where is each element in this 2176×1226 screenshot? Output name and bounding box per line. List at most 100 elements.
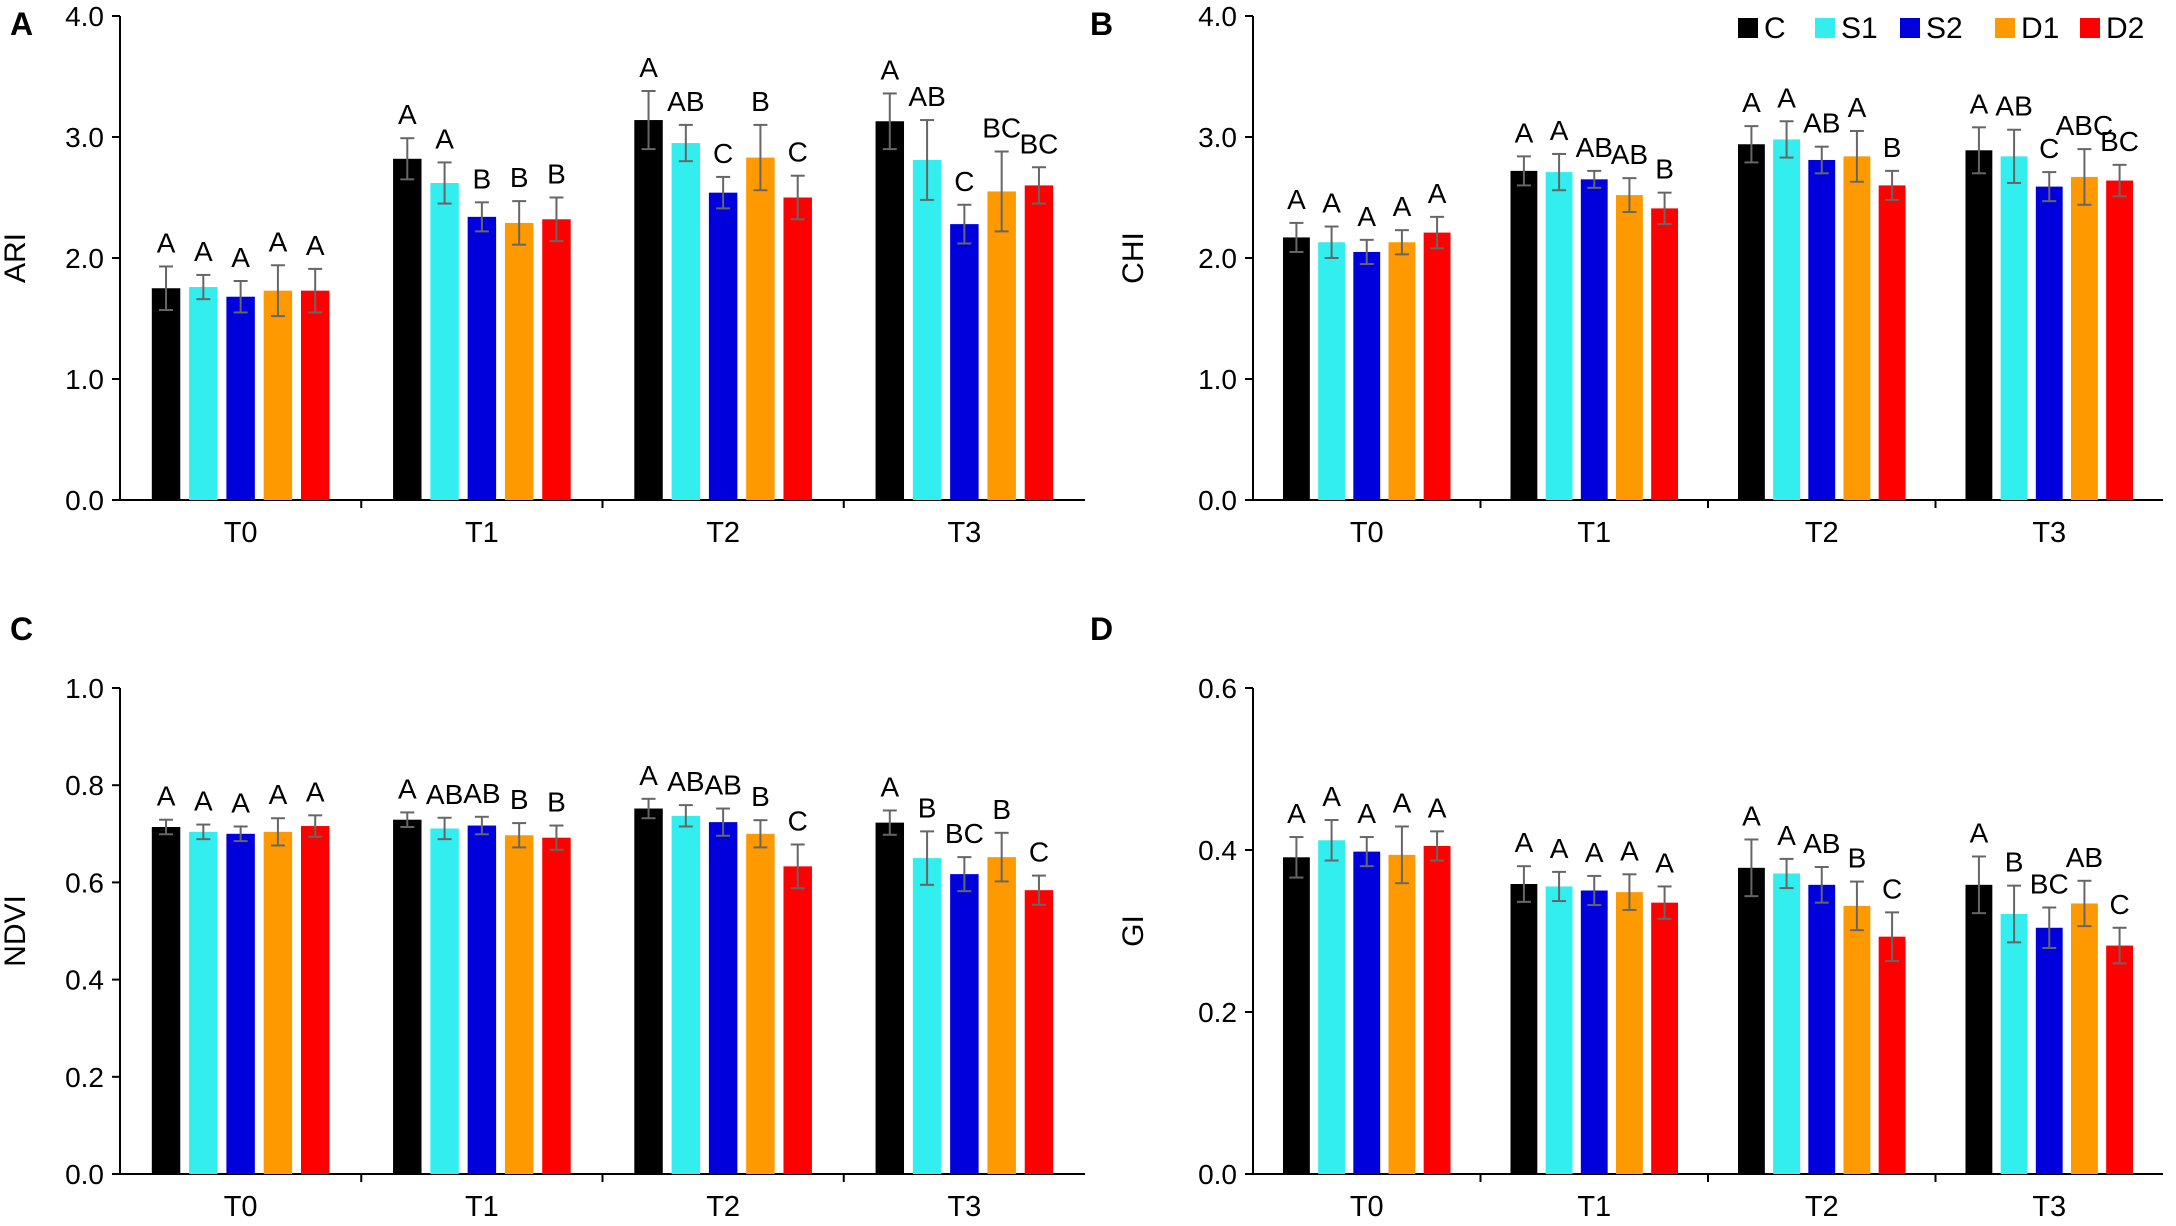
bar-s1-t0 — [1318, 242, 1346, 500]
legend-label-c: C — [1764, 12, 1786, 45]
significance-letter: A — [1322, 781, 1341, 812]
bar-c-t3 — [1965, 150, 1993, 500]
significance-letter: BC — [945, 818, 984, 849]
bar-s2-t1 — [1580, 179, 1608, 500]
legend-label-s2: S2 — [1926, 12, 1963, 45]
bar-c-t2 — [634, 808, 663, 1174]
significance-letter: AB — [704, 770, 741, 801]
bar-d1-t3 — [987, 191, 1016, 500]
significance-letter: A — [398, 99, 417, 130]
y-tick-label: 3.0 — [1198, 122, 1237, 153]
legend-swatch-c — [1738, 18, 1758, 38]
significance-letter: AB — [1995, 91, 2032, 122]
significance-letter: B — [547, 787, 566, 818]
bar-s1-t2 — [1773, 139, 1801, 501]
bar-d2-t1 — [1651, 902, 1679, 1174]
significance-letter: B — [2005, 847, 2024, 878]
x-tick-label: T1 — [1577, 1191, 1611, 1223]
significance-letter: A — [157, 227, 176, 258]
x-tick-label: T0 — [224, 1191, 258, 1223]
significance-letter: B — [510, 784, 529, 815]
bar-c-t1 — [393, 819, 422, 1174]
significance-letter: A — [1393, 788, 1412, 819]
significance-letter: A — [435, 123, 454, 154]
significance-letter: BC — [982, 113, 1021, 144]
significance-letter: A — [880, 771, 899, 802]
bar-d1-t2 — [1843, 156, 1871, 501]
significance-letter: AB — [1576, 132, 1613, 163]
bar-c-t2 — [634, 120, 663, 500]
bar-c-t3 — [1965, 884, 1993, 1174]
significance-letter: A — [1357, 201, 1376, 232]
bar-d2-t2 — [1878, 936, 1906, 1174]
x-tick-label: T0 — [224, 517, 258, 549]
bar-d2-t0 — [1423, 845, 1451, 1174]
y-tick-label: 3.0 — [65, 122, 104, 153]
y-tick-label: 0.2 — [65, 1062, 104, 1093]
significance-letter: A — [1550, 833, 1569, 864]
bar-d1-t3 — [2070, 176, 2098, 500]
bar-s2-t0 — [1353, 251, 1381, 500]
significance-letter: A — [269, 779, 288, 810]
bar-d2-t3 — [1024, 185, 1054, 500]
y-tick-label: 2.0 — [65, 243, 104, 274]
significance-letter: A — [194, 236, 213, 267]
significance-letter: A — [306, 776, 325, 807]
bar-s1-t3 — [2000, 913, 2028, 1174]
y-axis-title: ARI — [0, 233, 32, 283]
y-axis-title: CHI — [1117, 232, 1150, 284]
significance-letter: B — [510, 162, 529, 193]
y-tick-label: 0.0 — [65, 1159, 104, 1190]
bar-s2-t1 — [467, 825, 497, 1174]
significance-letter: A — [1428, 792, 1447, 823]
bar-s1-t0 — [189, 287, 218, 500]
bar-d1-t2 — [746, 157, 775, 500]
bar-d1-t0 — [263, 290, 293, 500]
bar-s1-t1 — [1545, 172, 1573, 500]
significance-letter: C — [954, 166, 974, 197]
significance-letter: AB — [1803, 108, 1840, 139]
bar-s2-t3 — [2035, 186, 2063, 501]
bar-d2-t0 — [300, 290, 330, 500]
panel-letter: A — [10, 6, 33, 42]
y-tick-label: 0.4 — [65, 965, 104, 996]
significance-letter: C — [1882, 873, 1902, 904]
bar-d2-t2 — [1878, 185, 1906, 500]
bar-c-t2 — [1737, 144, 1765, 500]
significance-letter: AB — [667, 766, 704, 797]
y-tick-label: 1.0 — [1198, 364, 1237, 395]
bar-d2-t1 — [542, 837, 571, 1174]
y-tick-label: 2.0 — [1198, 243, 1237, 274]
significance-letter: A — [1620, 835, 1639, 866]
bar-c-t0 — [151, 826, 181, 1174]
y-tick-label: 4.0 — [1198, 1, 1237, 32]
significance-letter: A — [1742, 87, 1761, 118]
significance-letter: BC — [2030, 869, 2069, 900]
y-tick-label: 0.2 — [1198, 997, 1237, 1028]
significance-letter: A — [231, 788, 250, 819]
bar-s1-t2 — [671, 143, 701, 501]
significance-letter: B — [1655, 154, 1674, 185]
significance-letter: A — [1287, 798, 1306, 829]
legend-swatch-s1 — [1815, 18, 1835, 38]
bar-d2-t3 — [2106, 945, 2134, 1174]
bar-s1-t1 — [430, 182, 459, 501]
x-tick-label: T3 — [947, 1191, 981, 1223]
bar-s1-t0 — [1318, 840, 1346, 1174]
significance-letter: B — [751, 86, 770, 117]
bar-d1-t1 — [504, 835, 534, 1174]
significance-letter: AB — [426, 779, 463, 810]
bar-s1-t0 — [189, 831, 218, 1174]
bar-c-t2 — [1737, 867, 1765, 1174]
x-tick-label: T1 — [465, 1191, 499, 1223]
legend-label-d2: D2 — [2106, 12, 2144, 45]
bar-s1-t1 — [430, 828, 459, 1174]
significance-letter: A — [1777, 82, 1796, 113]
bar-d2-t2 — [783, 866, 812, 1174]
significance-letter: C — [1029, 837, 1049, 868]
legend-swatch-d1 — [1995, 18, 2015, 38]
x-tick-label: T3 — [2032, 517, 2066, 549]
